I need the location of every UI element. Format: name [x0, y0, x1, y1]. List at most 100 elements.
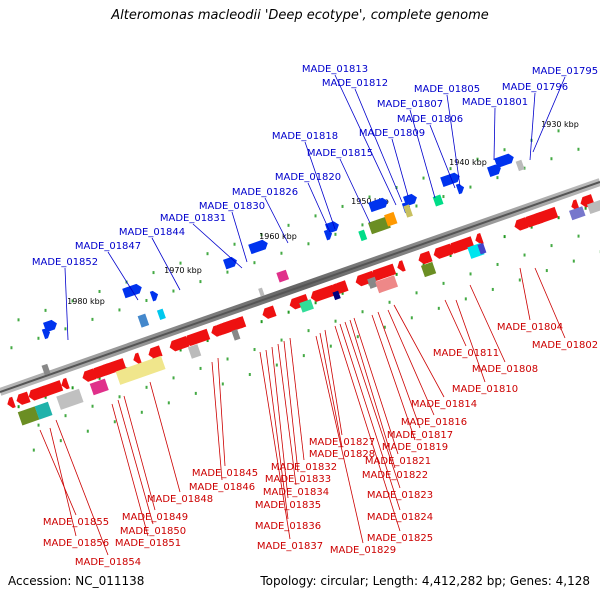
gene-feature-box-shape	[515, 159, 525, 172]
gene-label-lower: MADE_01827	[309, 437, 375, 448]
gene-labels: MADE_01795 MADE_01796 MADE_01801 MADE_01805…	[32, 64, 598, 568]
forward-gene-arrow-shape	[368, 197, 388, 213]
reverse-gene-arrow	[370, 263, 397, 281]
scale-dot	[341, 291, 344, 295]
leader-line	[393, 304, 445, 398]
leader-line	[371, 314, 416, 441]
reverse-gene-arrow-shape	[418, 250, 433, 265]
gene-label-lower: MADE_01833	[265, 474, 331, 485]
leader-line	[117, 399, 154, 525]
accession-text: Accession: NC_011138	[8, 574, 145, 588]
gene-feature-box-shape	[156, 308, 166, 321]
gene-feature-box	[587, 199, 600, 214]
scale-dot	[199, 280, 202, 284]
scale-dot	[64, 414, 67, 418]
scale-dot	[388, 300, 391, 304]
gene-feature-box-shape	[41, 363, 51, 376]
reverse-gene-arrow	[448, 236, 475, 254]
gene-label-upper: MADE_01809	[359, 128, 425, 139]
gene-feature-box-shape	[477, 243, 487, 255]
gene-label-lower: MADE_01823	[367, 490, 433, 501]
reverse-gene-arrow-shape	[169, 335, 190, 352]
gene-label-lower: MADE_01802	[532, 340, 598, 351]
forward-gene-arrow	[368, 197, 388, 213]
gene-label-lower: MADE_01851	[115, 538, 181, 549]
leader-line	[391, 138, 409, 197]
gene-feature-box-shape	[276, 269, 290, 283]
scale-dot	[449, 167, 452, 171]
forward-gene-arrow	[494, 153, 514, 169]
scale-dot	[496, 262, 499, 266]
gene-label-upper: MADE_01807	[377, 99, 443, 110]
leader-line	[339, 158, 371, 224]
scale-dot	[145, 385, 148, 389]
leader-line	[211, 361, 223, 481]
forward-gene-arrow-shape	[43, 319, 57, 333]
scale-dot	[334, 319, 337, 323]
scale-dot	[145, 298, 148, 302]
scale-dot	[395, 186, 398, 190]
forward-gene-arrow	[325, 221, 339, 234]
gene-feature-box	[432, 194, 444, 207]
forward-gene-arrow-shape	[122, 283, 142, 299]
gene-label-lower: MADE_01804	[497, 322, 563, 333]
label-leader-lines	[39, 74, 566, 556]
gene-label-lower: MADE_01810	[452, 384, 518, 395]
scale-dot	[307, 329, 310, 333]
reverse-gene-arrow-shape	[7, 396, 16, 409]
gene-feature-box	[332, 290, 341, 301]
reverse-gene-arrow	[184, 328, 211, 347]
gene-label-upper: MADE_01831	[160, 213, 226, 224]
gene-label-lower: MADE_01848	[147, 494, 213, 505]
scale-dot	[442, 195, 445, 199]
gene-feature-box-shape	[368, 216, 391, 235]
scale-dot	[118, 308, 121, 312]
reverse-gene-arrow-shape	[262, 305, 277, 319]
reverse-gene-arrow	[148, 345, 163, 359]
scale-dot	[10, 346, 13, 350]
reverse-gene-arrow-shape	[235, 316, 244, 329]
scale-dot	[503, 235, 506, 239]
gene-label-upper: MADE_01847	[75, 241, 141, 252]
reverse-gene-arrow	[61, 377, 70, 390]
reverse-gene-arrow-shape	[532, 206, 559, 225]
scale-dot	[226, 357, 229, 361]
scale-dot	[287, 223, 290, 227]
forward-gene-arrow-shape	[440, 172, 460, 187]
reverse-gene-arrow	[397, 260, 406, 272]
gene-label-lower: MADE_01854	[75, 557, 141, 568]
gene-feature-box	[515, 159, 525, 172]
gene-label-upper: MADE_01818	[272, 131, 338, 142]
scale-dot	[314, 301, 317, 305]
leader-line	[307, 182, 331, 233]
gene-feature-box-shape	[299, 299, 314, 313]
reverse-gene-arrow-shape	[184, 328, 211, 347]
scale-dot	[64, 327, 67, 331]
scale-dot	[59, 439, 62, 443]
scale-dot	[383, 325, 386, 329]
gene-feature-box	[477, 243, 487, 255]
gene-feature-box	[258, 287, 265, 297]
leader-line	[532, 76, 566, 153]
forward-gene-arrow-shape	[455, 183, 465, 195]
scale-dot	[469, 185, 472, 189]
gene-label-upper: MADE_01826	[232, 187, 298, 198]
reverse-gene-arrow-shape	[61, 377, 70, 390]
scale-dot	[422, 176, 425, 180]
gene-label-upper: MADE_01812	[322, 78, 388, 89]
leader-line	[315, 335, 364, 544]
scale-dot	[71, 386, 74, 390]
forward-gene-arrow-shape	[494, 153, 514, 169]
scale-dot	[572, 259, 575, 263]
gene-label-lower: MADE_01811	[433, 348, 499, 359]
leader-line	[529, 92, 536, 161]
gene-feature-box	[420, 261, 437, 278]
gene-label-lower: MADE_01832	[271, 462, 337, 473]
scale-dot	[226, 270, 229, 274]
gene-feature-box	[569, 206, 586, 221]
gene-label-lower: MADE_01824	[367, 512, 433, 523]
gene-label-lower: MADE_01814	[411, 399, 477, 410]
gene-label-lower: MADE_01819	[382, 442, 448, 453]
leader-line	[277, 343, 297, 486]
